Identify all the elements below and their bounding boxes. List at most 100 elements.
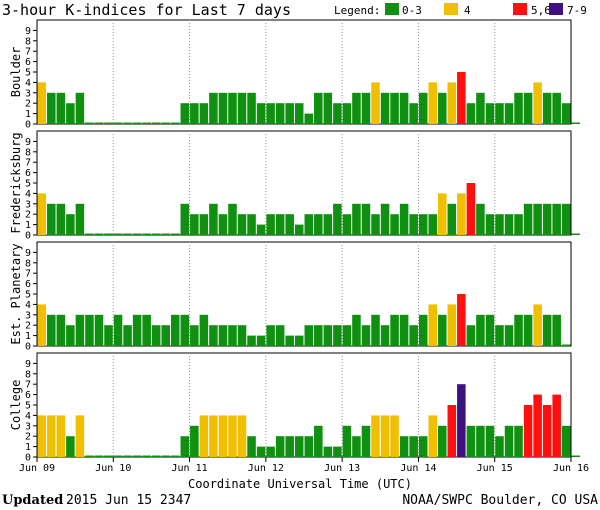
k-index-bar: [66, 436, 75, 457]
k-index-bar: [447, 304, 457, 346]
k-index-bar: [294, 103, 304, 124]
k-index-bar: [113, 122, 123, 124]
k-index-bar: [266, 325, 275, 346]
y-tick-label: 1: [25, 331, 31, 342]
station-label: College: [9, 380, 23, 431]
k-index-bar: [237, 92, 247, 124]
k-index-bar: [256, 446, 266, 457]
k-index-bar: [380, 415, 390, 457]
k-index-bar: [247, 436, 256, 457]
k-index-bar: [504, 325, 514, 346]
k-index-bar: [228, 325, 237, 346]
y-tick-label: 0: [25, 231, 31, 242]
k-index-bar: [123, 233, 132, 235]
k-index-bar: [237, 214, 247, 235]
k-index-bar: [161, 122, 170, 124]
k-index-bar: [523, 92, 533, 124]
k-index-bar: [390, 92, 399, 124]
k-index-bar: [457, 72, 466, 124]
k-index-bar: [352, 314, 361, 346]
legend-swatch-5-6: [513, 3, 527, 15]
k-index-bar: [361, 92, 371, 124]
k-index-bar: [476, 425, 485, 457]
k-index-bar: [571, 122, 581, 124]
y-tick-label: 8: [25, 369, 31, 380]
k-index-bar: [561, 103, 571, 124]
k-index-bar: [218, 92, 228, 124]
k-index-bar: [409, 214, 418, 235]
k-index-bar: [399, 92, 409, 124]
k-index-bar: [457, 193, 466, 235]
k-index-bar: [399, 436, 409, 457]
x-tick-label: Jun 14: [400, 463, 436, 474]
k-index-bar: [142, 455, 151, 457]
y-tick-label: 2: [25, 210, 31, 221]
y-tick-label: 8: [25, 147, 31, 158]
legend-label-5-6: 5,6: [531, 4, 551, 17]
k-index-bar: [323, 446, 333, 457]
k-index-bar: [342, 103, 352, 124]
y-tick-label: 0: [25, 453, 31, 464]
y-tick-label: 1: [25, 220, 31, 231]
k-index-bar: [476, 92, 485, 124]
k-index-bar: [209, 92, 218, 124]
k-index-bar: [428, 214, 437, 235]
k-index-bar: [142, 314, 151, 346]
k-index-bar: [342, 425, 352, 457]
y-tick-label: 6: [25, 57, 31, 68]
y-tick-label: 9: [25, 359, 31, 370]
station-label: Boulder: [9, 47, 23, 98]
panels: 0123456789Boulder0123456789Fredericksbur…: [9, 19, 581, 464]
k-index-bar: [85, 455, 94, 457]
k-index-bar: [371, 314, 380, 346]
k-index-bar: [94, 314, 104, 346]
k-index-bar: [418, 314, 428, 346]
y-tick-label: 5: [25, 68, 31, 79]
footer-updated-label: Updated: [2, 493, 63, 508]
k-index-bar: [47, 415, 56, 457]
y-tick-label: 9: [25, 248, 31, 259]
k-index-bar: [457, 384, 466, 457]
footer-updated-value: 2015 Jun 15 2347: [66, 493, 191, 508]
station-label: Fredericksburg: [9, 132, 23, 233]
k-index-bar: [47, 314, 56, 346]
k-index-bar: [132, 122, 142, 124]
k-index-bar: [495, 325, 504, 346]
k-index-bar: [552, 203, 561, 235]
k-index-bar: [104, 455, 113, 457]
k-index-bar: [37, 415, 47, 457]
k-index-bar: [275, 436, 285, 457]
k-index-bar: [542, 405, 552, 457]
k-index-bar: [151, 325, 161, 346]
k-index-bar: [104, 233, 113, 235]
k-index-bar: [380, 92, 390, 124]
k-index-bar: [75, 203, 85, 235]
k-index-bar: [66, 103, 75, 124]
k-index-bar: [56, 203, 66, 235]
k-index-bar: [399, 314, 409, 346]
k-index-bar: [285, 335, 294, 346]
k-index-bar: [390, 415, 399, 457]
k-index-bar: [151, 122, 161, 124]
k-index-bar: [409, 103, 418, 124]
y-tick-label: 6: [25, 279, 31, 290]
k-index-bar: [495, 436, 504, 457]
k-index-bar: [504, 214, 514, 235]
k-index-bar: [485, 103, 495, 124]
legend-label-4: 4: [464, 4, 471, 17]
k-index-bar: [190, 425, 199, 457]
y-tick-label: 1: [25, 442, 31, 453]
k-index-bar: [533, 82, 542, 124]
k-index-bar: [371, 82, 380, 124]
k-index-bar: [428, 82, 437, 124]
k-index-bar: [228, 203, 237, 235]
k-index-bar: [256, 335, 266, 346]
y-tick-label: 0: [25, 120, 31, 131]
k-index-bar: [75, 92, 85, 124]
k-index-bar: [132, 314, 142, 346]
k-index-bar: [390, 214, 399, 235]
k-index-bar: [504, 425, 514, 457]
k-index-bar: [390, 314, 399, 346]
